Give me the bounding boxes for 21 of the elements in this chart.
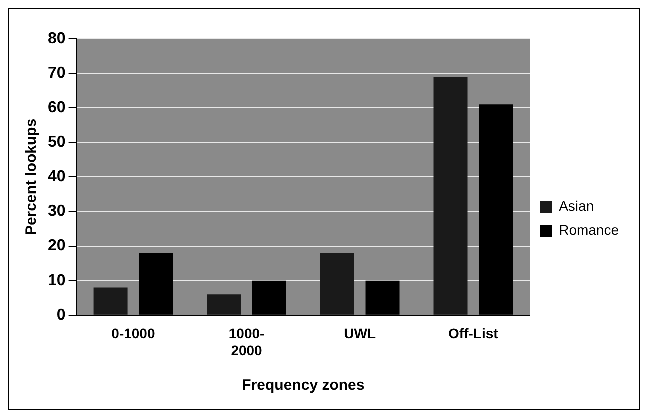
y-tick-label: 60 xyxy=(48,100,66,117)
y-tick-label: 30 xyxy=(48,203,66,220)
legend-label: Romance xyxy=(559,222,620,238)
x-tick-label: UWL xyxy=(344,326,376,342)
x-tick-label: 0-1000 xyxy=(112,326,156,342)
bar xyxy=(207,294,242,315)
bar xyxy=(434,77,468,315)
x-tick-label: Off-List xyxy=(448,326,499,342)
x-axis-title: Frequency zones xyxy=(242,377,365,394)
x-tick-label: 1000-2000 xyxy=(228,326,266,358)
y-tick-label: 0 xyxy=(56,306,66,324)
y-tick-label: 50 xyxy=(48,134,66,152)
bar xyxy=(320,253,354,315)
y-tick-label: 40 xyxy=(48,168,66,186)
legend-label: Asian xyxy=(559,198,594,214)
y-tick-label: 20 xyxy=(48,238,66,255)
y-tick-label: 10 xyxy=(48,272,66,290)
y-tick-label: 70 xyxy=(48,64,66,82)
y-tick-label: 80 xyxy=(48,30,66,48)
bar xyxy=(94,288,128,315)
y-axis-title: Percent lookups xyxy=(23,118,40,236)
